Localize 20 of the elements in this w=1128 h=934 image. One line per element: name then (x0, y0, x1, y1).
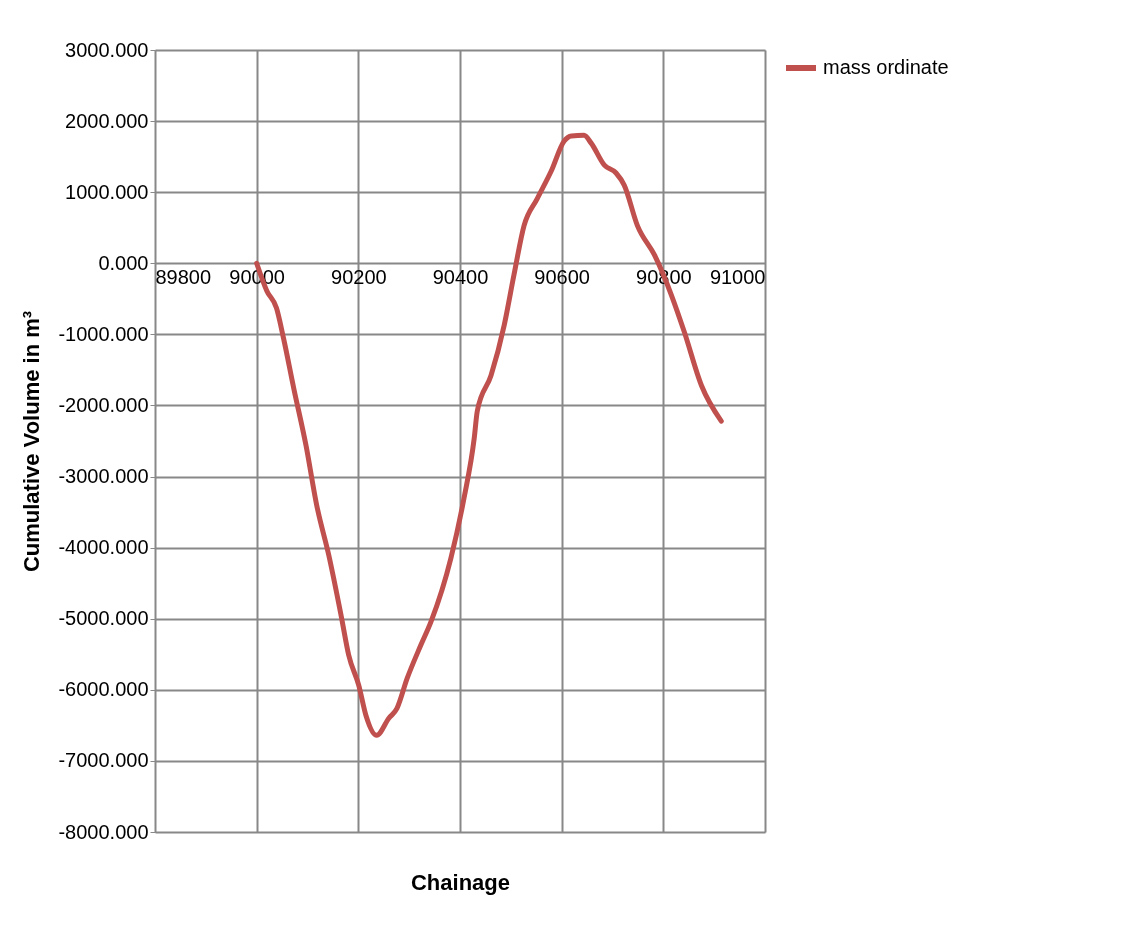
y-tick-label: -5000.000 (58, 607, 149, 630)
x-tick-label: 89800 (155, 265, 212, 288)
legend-label: mass ordinate (823, 56, 949, 78)
y-axis-title: Cumulative Volume in m³ (19, 310, 45, 573)
y-tick-label: -8000.000 (58, 820, 149, 843)
x-tick-label: 90600 (534, 265, 590, 288)
y-tick-label: -4000.000 (58, 536, 149, 559)
y-tick-label: 2000.000 (65, 109, 149, 132)
x-tick-label: 90400 (432, 265, 489, 288)
y-tick-label: 0.000 (98, 251, 149, 274)
x-tick-label: 90200 (331, 265, 387, 288)
y-tick-label: -3000.000 (58, 465, 149, 488)
x-axis-title: Chainage (410, 869, 511, 895)
y-tick-label: -1000.000 (58, 322, 149, 345)
y-tick-label: -2000.000 (58, 393, 149, 416)
y-tick-label: -6000.000 (58, 678, 149, 701)
y-tick-label: -7000.000 (58, 749, 149, 772)
y-tick-label: 1000.000 (65, 180, 149, 203)
x-tick-label: 91000 (709, 265, 766, 288)
y-tick-label: 3000.000 (65, 38, 149, 61)
